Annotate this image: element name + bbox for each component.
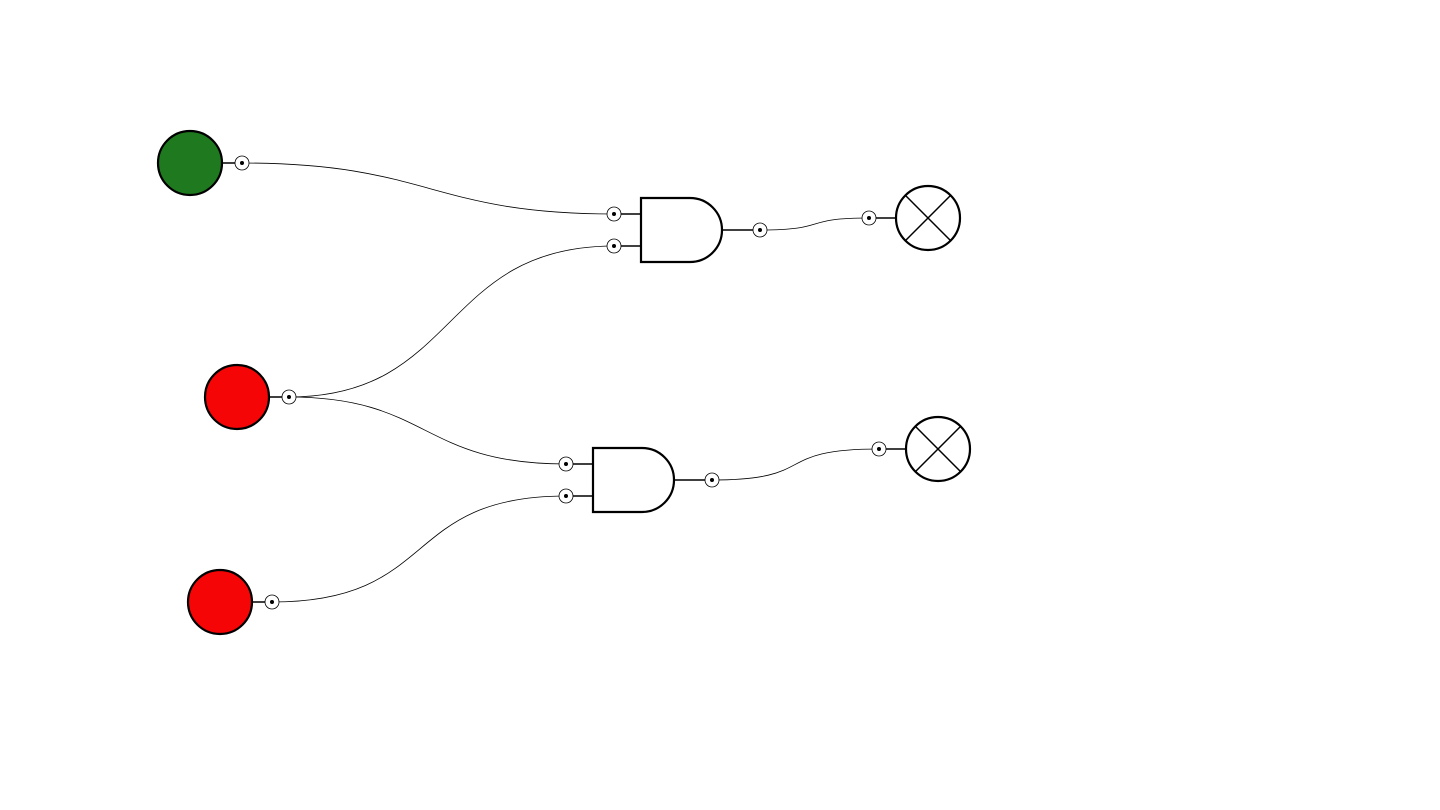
port-dot bbox=[612, 244, 616, 248]
port-dot bbox=[758, 228, 762, 232]
lamp[interactable] bbox=[871, 415, 972, 483]
port-dot bbox=[270, 600, 274, 604]
wire bbox=[288, 396, 567, 465]
port-dot bbox=[877, 447, 881, 451]
lamp-cross bbox=[904, 194, 952, 242]
port-dot bbox=[240, 161, 244, 165]
switch[interactable] bbox=[186, 568, 280, 636]
and-gate[interactable] bbox=[558, 446, 720, 514]
wire bbox=[241, 162, 615, 215]
port-dot bbox=[564, 494, 568, 498]
wire bbox=[759, 217, 870, 231]
port-dot bbox=[564, 462, 568, 466]
wire bbox=[711, 448, 880, 481]
switch-off[interactable] bbox=[186, 568, 254, 636]
wires bbox=[241, 162, 880, 603]
gate-body[interactable] bbox=[591, 446, 676, 514]
gate-body[interactable] bbox=[639, 196, 724, 264]
wire bbox=[288, 245, 615, 398]
switch-off[interactable] bbox=[203, 363, 271, 431]
port-dot bbox=[710, 478, 714, 482]
switch[interactable] bbox=[156, 129, 250, 197]
wire bbox=[271, 495, 567, 603]
switch[interactable] bbox=[203, 363, 297, 431]
lamp-cross bbox=[914, 425, 962, 473]
and-gate[interactable] bbox=[606, 196, 768, 264]
port-dot bbox=[612, 212, 616, 216]
port-dot bbox=[287, 395, 291, 399]
port-dot bbox=[867, 216, 871, 220]
lamp[interactable] bbox=[861, 184, 962, 252]
switch-on[interactable] bbox=[156, 129, 224, 197]
